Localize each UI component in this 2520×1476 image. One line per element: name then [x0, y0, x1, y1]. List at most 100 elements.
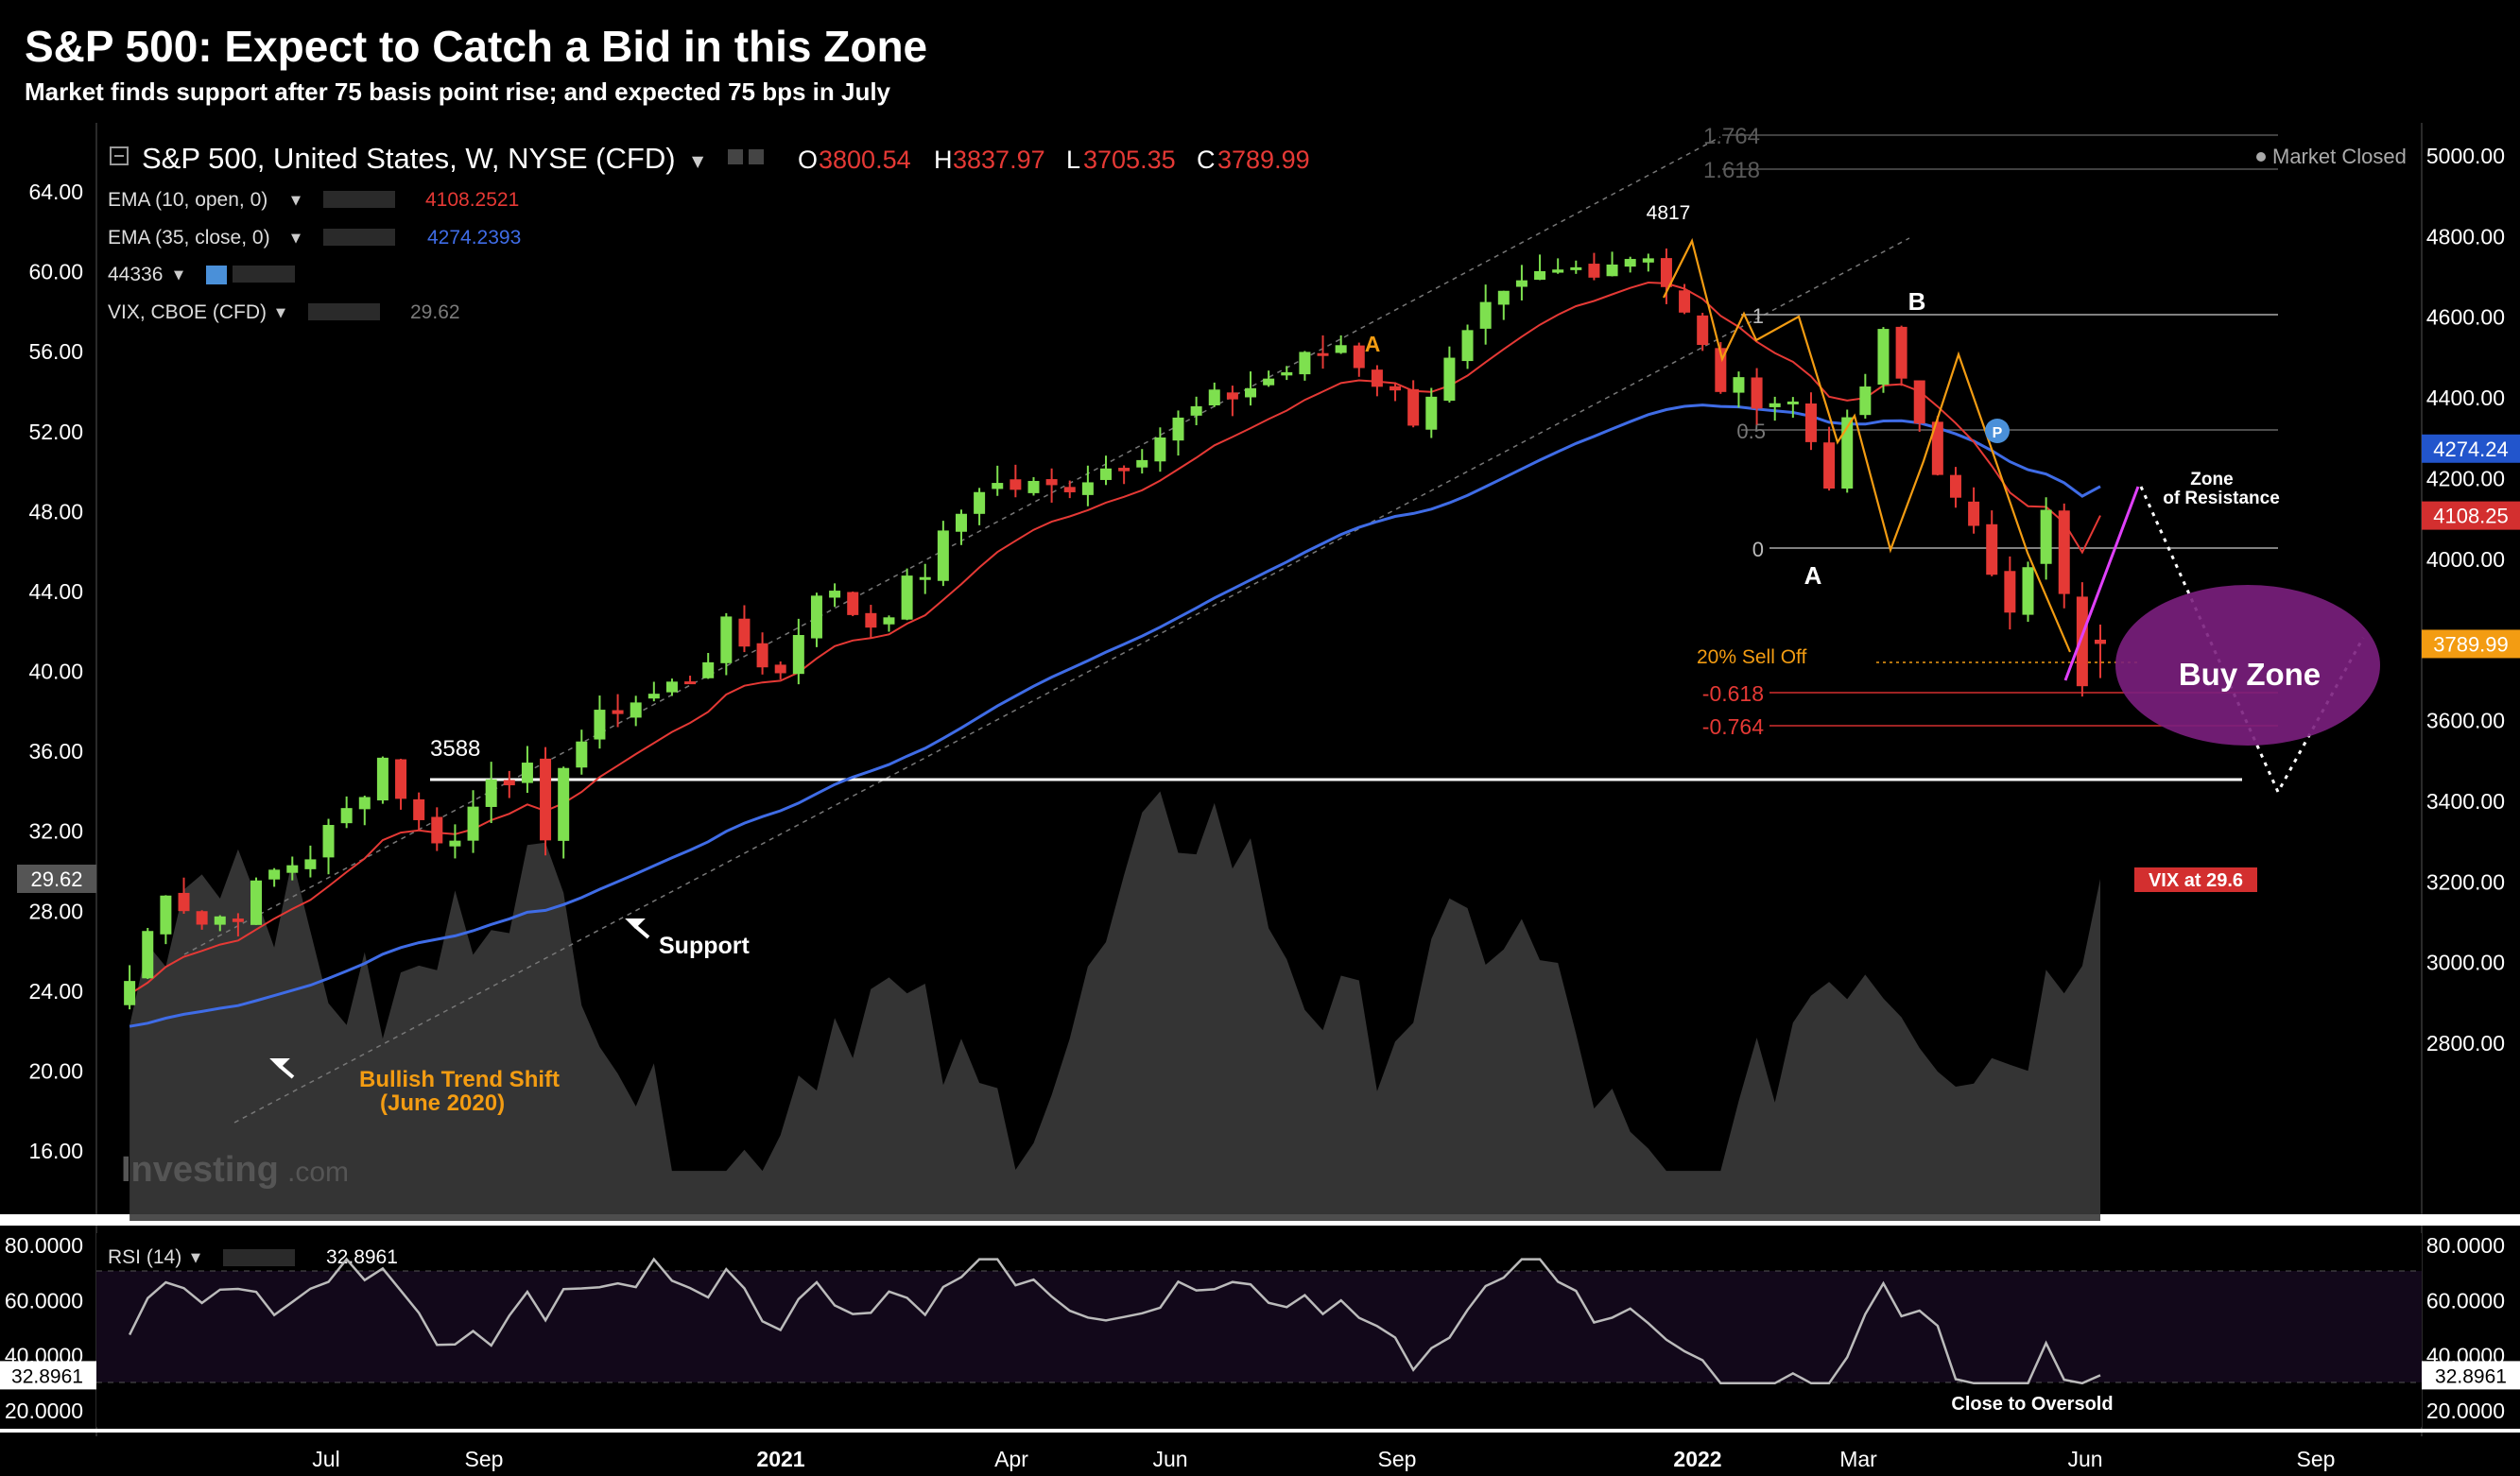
study-controls-icon[interactable] [323, 229, 395, 246]
candle-body [1570, 266, 1582, 270]
candle-body [1949, 474, 1961, 498]
price-tick-label: 2800.00 [2426, 1031, 2505, 1056]
study-controls-icon[interactable] [233, 266, 295, 283]
vix-tick-label: 52.00 [28, 420, 83, 444]
study-dropdown-icon[interactable]: ▼ [291, 232, 301, 246]
time-tick-label: Jul [312, 1447, 339, 1471]
vix-tick-label: 24.00 [28, 979, 83, 1004]
candlestick-series [124, 248, 2106, 1010]
fib-label: 0 [1752, 538, 1764, 561]
candle-body [1461, 330, 1474, 362]
candle-body [431, 816, 443, 844]
candle-body [1063, 487, 1076, 492]
rsi-tick-label: 20.0000 [5, 1399, 83, 1423]
buy-zone[interactable] [2115, 585, 2380, 746]
fib-label: -0.764 [1702, 714, 1764, 739]
price-tick-label: 3600.00 [2426, 709, 2505, 733]
time-tick-label: Sep [2297, 1447, 2336, 1471]
candle-body [919, 576, 931, 580]
fib-label: 1.764 [1703, 124, 1760, 149]
candle-body [142, 931, 154, 979]
study-dropdown-icon[interactable]: ▼ [276, 306, 285, 320]
candle-body [358, 797, 371, 810]
eye-icon[interactable] [206, 266, 227, 284]
study-controls-icon[interactable] [323, 191, 395, 208]
candle-body [774, 664, 786, 674]
price-badge [2422, 501, 2520, 530]
study-dropdown-icon[interactable]: ▼ [291, 194, 301, 208]
vix-badge-label: 29.62 [30, 867, 82, 891]
support-arrow-icon [625, 918, 650, 939]
study-value: 4274.2393 [427, 227, 521, 249]
vix-axis: 64.00 60.00 56.00 52.00 48.00 44.00 40.00 36.00… [17, 180, 96, 1163]
price-tick-label: 4800.00 [2426, 224, 2505, 249]
study-value: 29.62 [410, 301, 460, 323]
study-label[interactable]: EMA (10, open, 0) [108, 189, 268, 211]
settings-icon[interactable] [749, 149, 764, 164]
price-tick-label: 3400.00 [2426, 789, 2505, 814]
vix-tick-label: 36.00 [28, 739, 83, 764]
candle-body [1190, 405, 1202, 416]
study-label[interactable]: VIX, CBOE (CFD) [108, 301, 267, 323]
candle-body [540, 758, 552, 841]
collapse-icon[interactable] [110, 146, 129, 165]
study-label[interactable]: 44336 [108, 264, 163, 285]
candle-body [1100, 468, 1112, 480]
candle-body [340, 808, 353, 824]
candle-body [2058, 510, 2070, 594]
candle-body [810, 595, 822, 639]
selloff-label: 20% Sell Off [1697, 646, 1807, 668]
candle-body [1642, 258, 1654, 263]
candle-body [1534, 270, 1546, 281]
study-label[interactable]: EMA (35, close, 0) [108, 227, 270, 249]
rsi-dropdown-icon[interactable]: ▼ [191, 1251, 200, 1265]
ohlc-value: 3789.99 [1217, 146, 1310, 174]
price-tick-label: 4400.00 [2426, 386, 2505, 410]
study-value: 4108.2521 [425, 189, 519, 211]
rsi-label[interactable]: RSI (14) [108, 1246, 181, 1268]
ohlc-key: O [798, 146, 818, 174]
time-tick-label: 2021 [756, 1447, 804, 1471]
bottom-separator [0, 1429, 2520, 1433]
rsi-line [128, 1257, 2101, 1385]
magenta-trend-line [2063, 486, 2140, 681]
candle-body [124, 981, 136, 1005]
study-controls-icon[interactable] [223, 1249, 295, 1266]
candle-body [268, 869, 281, 880]
settings-icon[interactable] [728, 149, 743, 164]
candle-body [1751, 377, 1763, 409]
candle-body [304, 859, 317, 869]
rsi-tick-label: 80.0000 [2426, 1233, 2505, 1258]
study-dropdown-icon[interactable]: ▼ [174, 268, 183, 283]
vix-area [129, 791, 2100, 1222]
study-controls-icon[interactable] [308, 303, 380, 320]
buy-zone-label: Buy Zone [2179, 657, 2321, 692]
price-tick-label: 3000.00 [2426, 951, 2505, 975]
time-tick-label: Jun [2067, 1447, 2102, 1471]
trend-shift-arrow-icon [269, 1058, 295, 1079]
symbol-label[interactable]: S&P 500, United States, W, NYSE (CFD) [142, 142, 676, 175]
watermark-logo: Investing [121, 1150, 279, 1190]
pivot-marker[interactable] [1985, 419, 2010, 443]
rsi-note: Close to Oversold [1951, 1394, 2113, 1415]
price-axis: 5000.00 4800.00 4600.00 4400.00 4200.00 4000.… [2422, 144, 2520, 1056]
candle-body [1371, 369, 1383, 387]
price-badge [2422, 434, 2520, 463]
candle-body [1389, 386, 1402, 391]
symbol-dropdown-icon[interactable]: ▼ [692, 152, 704, 170]
price-badge [2422, 629, 2520, 659]
rsi-badge-label: 32.8961 [11, 1365, 83, 1387]
candle-body [1081, 482, 1094, 495]
candle-body [1841, 417, 1854, 489]
price-tick-label: 4000.00 [2426, 547, 2505, 572]
candle-body [558, 767, 570, 841]
channel-upper-line [183, 136, 1721, 955]
candle-body [1859, 386, 1872, 416]
rsi-badge-label: 32.8961 [2435, 1365, 2507, 1387]
rsi-value: 32.8961 [326, 1246, 398, 1268]
candle-body [1226, 392, 1238, 400]
candle-body [1986, 523, 1998, 575]
candle-body [1407, 388, 1420, 426]
